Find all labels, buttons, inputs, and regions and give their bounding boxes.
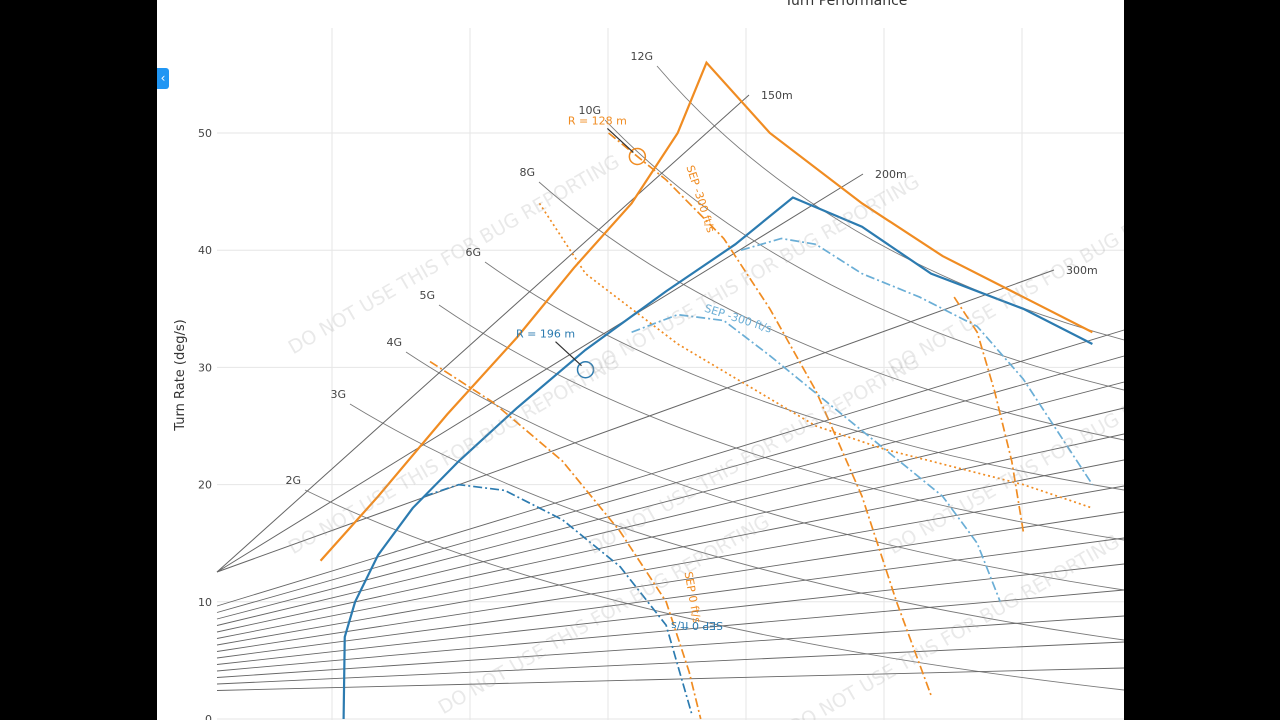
radius-line	[216, 485, 1124, 646]
chart-title: Turn Performance	[784, 0, 908, 9]
radius-label: 150m	[761, 89, 793, 102]
grid	[217, 28, 1124, 720]
series-line	[538, 202, 1093, 509]
load-factor-label: 12G	[630, 50, 653, 63]
series-line	[429, 360, 702, 720]
collapse-sidebar-button[interactable]: ‹	[157, 68, 169, 89]
y-tick-label: 50	[198, 127, 212, 140]
sep-label: SEP -300 ft/s	[683, 164, 717, 235]
y-tick-label: 40	[198, 244, 212, 257]
y-axis-title: Turn Rate (deg/s)	[173, 319, 188, 431]
series-line	[319, 60, 1093, 562]
watermark-text: DO NOT USE THIS FOR BUG REPORTING	[885, 351, 1124, 559]
load-factor-label: 6G	[465, 246, 481, 259]
radius-line	[216, 511, 1124, 652]
y-tick-label: 0	[205, 713, 212, 720]
load-factor-label: 4G	[386, 336, 402, 349]
load-factor-curve	[538, 181, 1124, 441]
y-tick-label: 10	[198, 596, 212, 609]
load-factor-curve	[604, 119, 1124, 391]
radius-line	[216, 563, 1124, 665]
series-line	[342, 196, 1093, 720]
radius-line	[216, 94, 750, 573]
load-factor-label: 8G	[519, 166, 535, 179]
annotation-arrow	[555, 341, 582, 367]
sep-label: SEP 0 ft/s	[671, 619, 723, 632]
annotation-label: R = 128 m	[568, 114, 627, 127]
load-factor-curve	[405, 351, 1124, 591]
load-factor-label: 5G	[419, 289, 435, 302]
radius-line	[216, 667, 1124, 691]
load-factor-curve	[304, 489, 1124, 691]
series-line	[631, 313, 1002, 603]
radius-line	[216, 433, 1124, 633]
annotation-label: R = 196 m	[516, 328, 575, 341]
series-line	[953, 296, 1025, 532]
watermark-text: DO NOT USE THIS FOR BUG REPORTING	[585, 171, 924, 379]
radius-label: 300m	[1066, 264, 1098, 277]
radius-line	[216, 615, 1124, 678]
radius-line	[216, 355, 1124, 613]
axes: 0 10 20 30 40 50 Turn Performance Turn Rate (de…	[173, 0, 907, 720]
radius-label: 200m	[875, 168, 907, 181]
series-line	[423, 483, 693, 714]
radius-line	[216, 459, 1124, 639]
series-layer	[319, 60, 1094, 720]
load-factor-label: 10G	[578, 104, 601, 117]
plot-frame: ‹ 2G 3G 4G 5G 6G 8G 10G 12G 150m 200m 300m R = 128…	[157, 0, 1124, 720]
radius-line	[216, 329, 1124, 607]
radius-line	[216, 407, 1124, 626]
load-factor-label: 2G	[285, 474, 301, 487]
annotation-arrow	[606, 127, 634, 153]
radius-line	[216, 589, 1124, 672]
series-line	[608, 132, 932, 696]
load-factor-curve	[484, 261, 1124, 491]
radius-line	[216, 381, 1124, 620]
chevron-left-icon: ‹	[160, 71, 166, 85]
turn-performance-chart[interactable]: 2G 3G 4G 5G 6G 8G 10G 12G 150m 200m 300m R = 128 m…	[157, 0, 1124, 720]
radius-line	[216, 173, 864, 573]
radius-line	[216, 537, 1124, 659]
y-tick-label: 20	[198, 479, 212, 492]
radius-line	[216, 641, 1124, 685]
load-factor-label: 3G	[330, 388, 346, 401]
load-factor-curve	[438, 304, 1124, 541]
y-tick-label: 30	[198, 361, 212, 374]
load-factor-curve	[656, 65, 1124, 341]
annotation-marker	[628, 147, 647, 166]
annotation-marker	[576, 360, 595, 379]
load-factor-curve	[349, 403, 1124, 641]
